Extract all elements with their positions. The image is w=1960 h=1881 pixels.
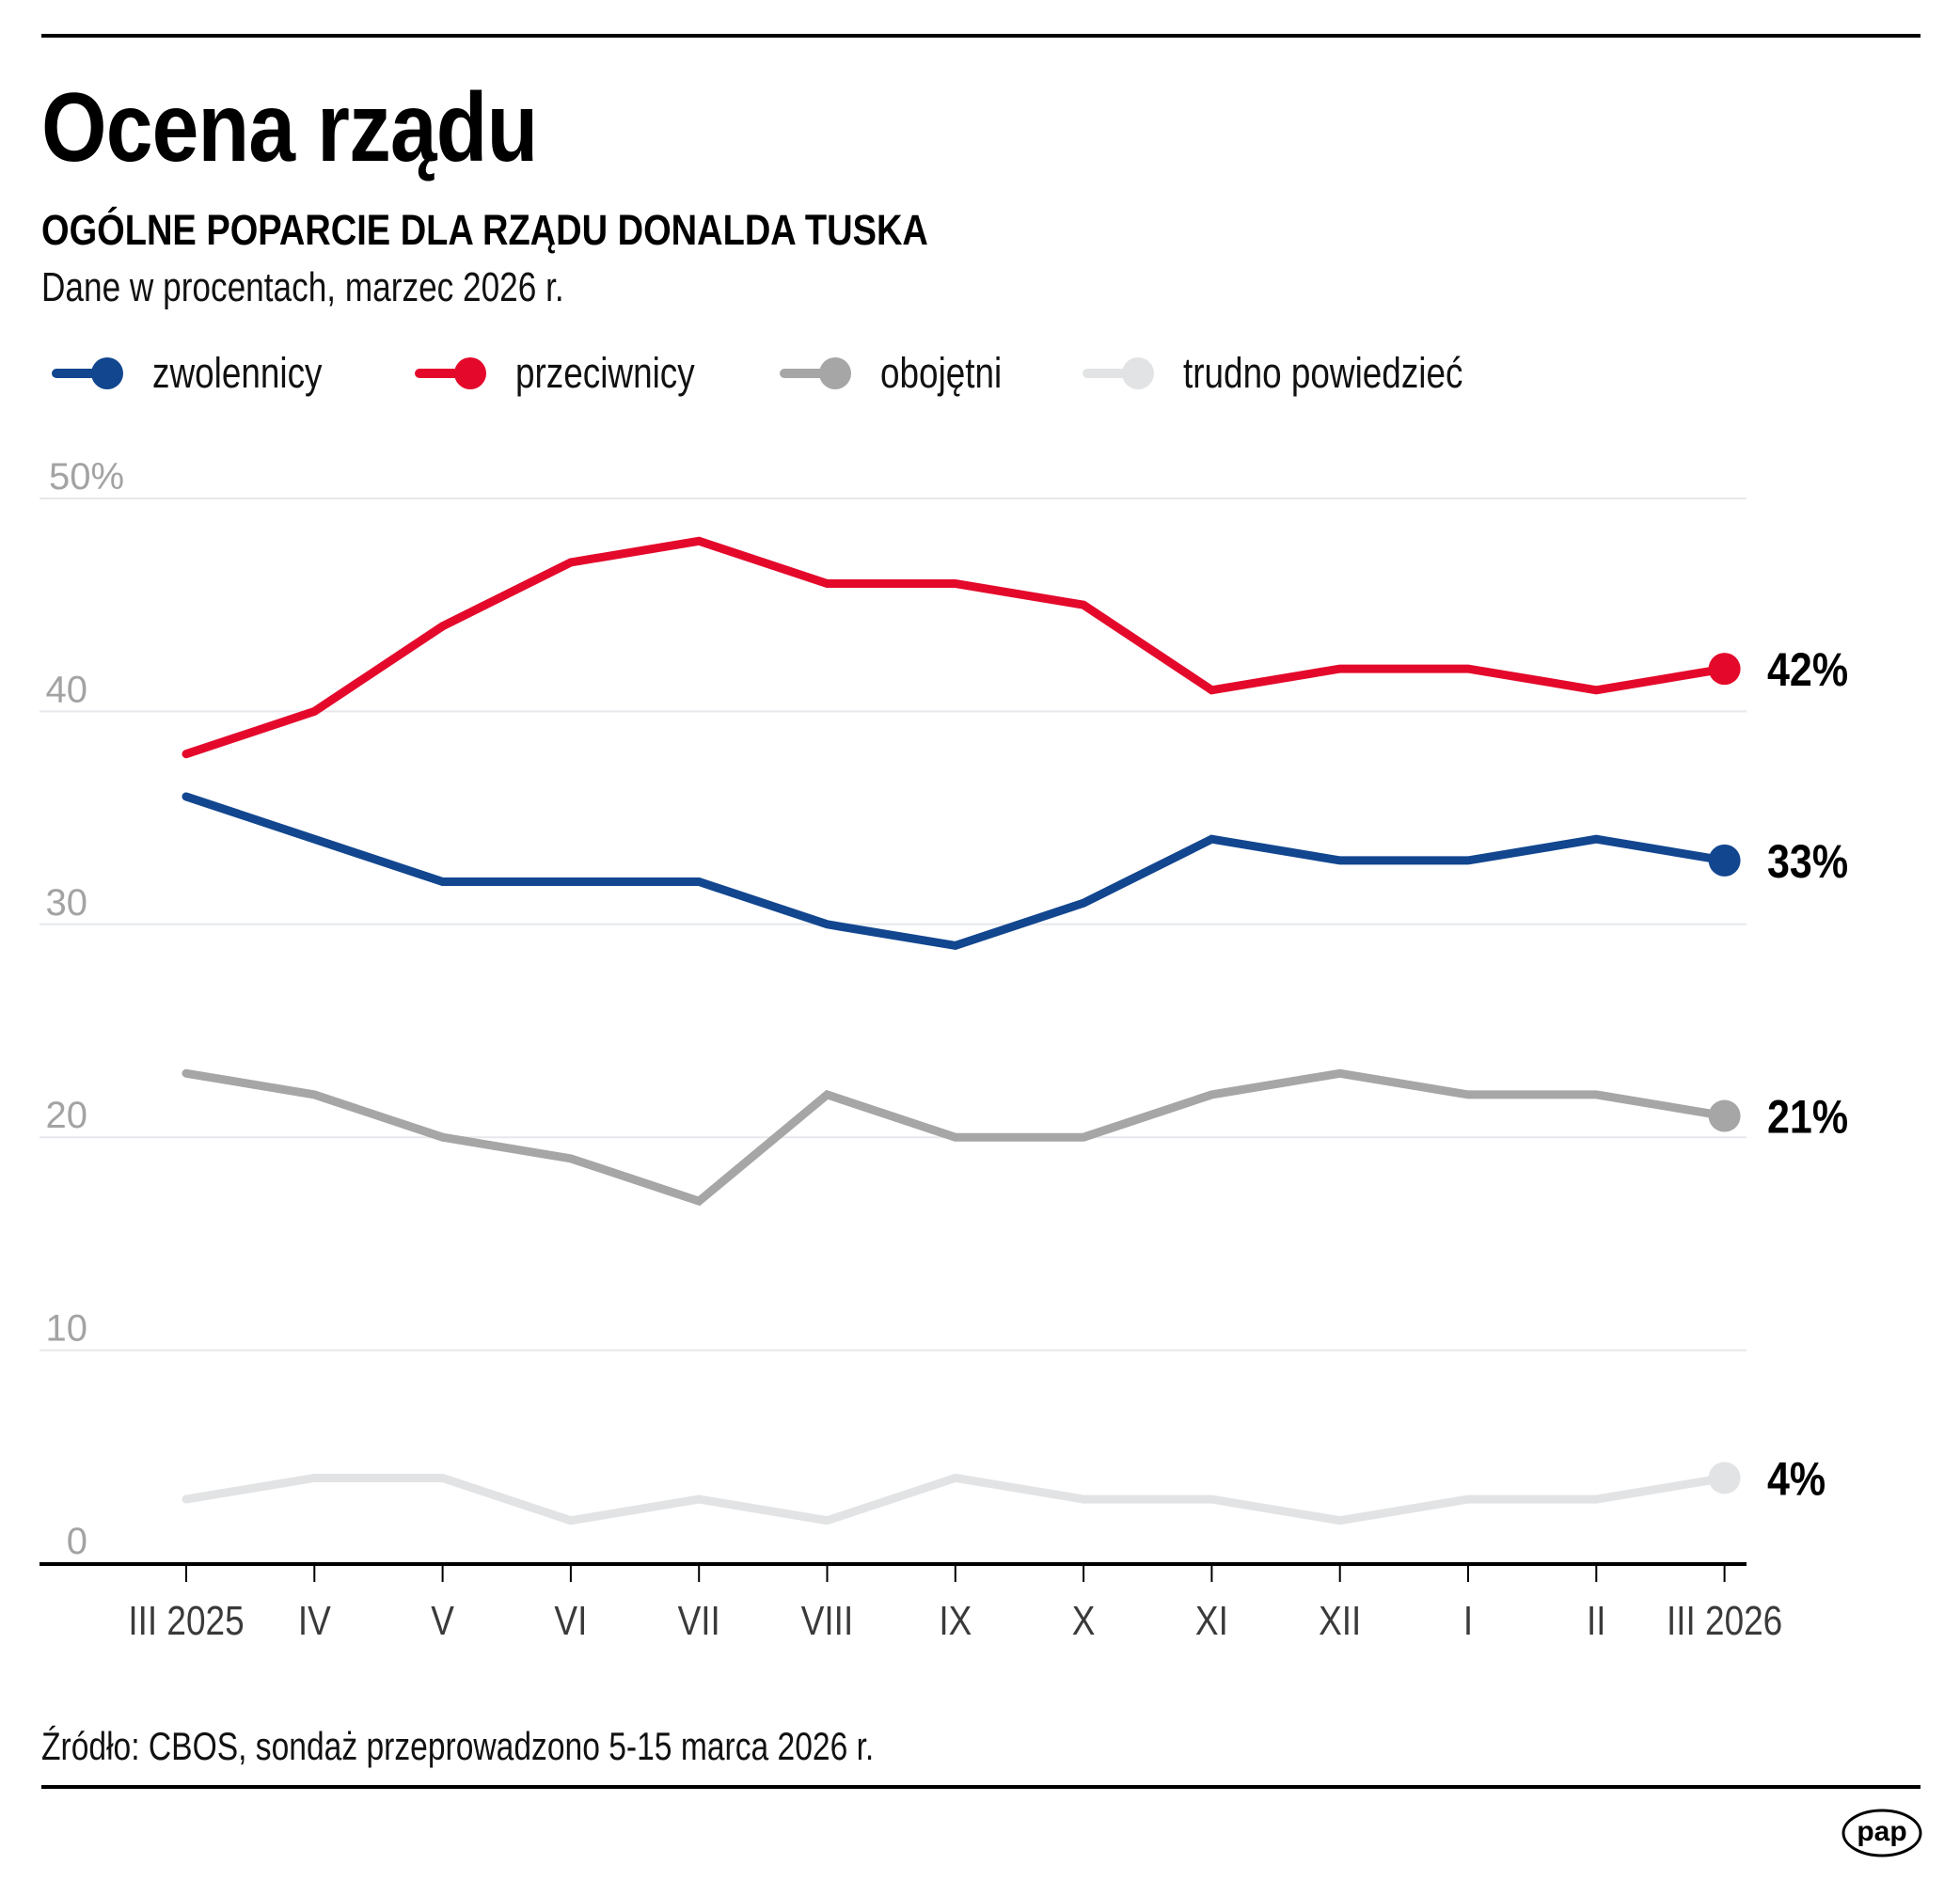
y-tick-label: 0 [67, 1521, 87, 1562]
y-tick-label: 50% [49, 456, 124, 498]
legend-label: trudno powiedzieć [1183, 349, 1463, 397]
x-tick-label: II [1587, 1597, 1606, 1644]
end-marker [1708, 653, 1741, 686]
end-value-labels: 4% 21% 33% 42% [1767, 643, 1848, 1505]
legend-line-dot-icon [780, 357, 851, 389]
bottom-rule [41, 1785, 1920, 1789]
x-tick-label: VII [678, 1597, 720, 1644]
end-marker [1708, 1099, 1741, 1132]
x-tick-label: III 2026 [1667, 1597, 1782, 1644]
legend-label: obojętni [880, 349, 1003, 397]
x-tick-label: IX [939, 1597, 972, 1644]
legend-line-dot-icon [415, 357, 486, 389]
x-tick-label: XI [1195, 1597, 1228, 1644]
x-tick-label: III 2025 [128, 1597, 244, 1644]
end-value-label: 33% [1767, 835, 1848, 888]
end-marker [1708, 1462, 1741, 1494]
x-tick-label: IV [298, 1597, 331, 1644]
x-tick-label: X [1072, 1597, 1096, 1644]
series-line-0 [182, 792, 1730, 951]
chart-subtitle: OGÓLNE POPARCIE DLA RZĄDU DONALDA TUSKA [41, 206, 928, 254]
top-rule [41, 34, 1920, 38]
end-marker [1708, 844, 1741, 877]
series-line-2 [182, 1068, 1730, 1207]
series-lines [182, 536, 1741, 1525]
legend-line-dot-icon [52, 357, 123, 389]
x-tick-label: XII [1319, 1597, 1361, 1644]
page-title: Ocena rządu [41, 73, 538, 182]
source-note: Źródło: CBOS, sondaż przeprowadzono 5-15… [41, 1724, 875, 1768]
y-tick-label: 30 [46, 882, 88, 924]
x-tick-label: V [431, 1597, 454, 1644]
x-tick-label: VIII [801, 1597, 853, 1644]
legend-line-dot-icon [1083, 357, 1154, 389]
y-tick-label: 20 [46, 1095, 88, 1136]
x-tick-label: I [1463, 1597, 1473, 1644]
legend-label: przeciwnicy [515, 349, 695, 397]
x-tick-label: VI [554, 1597, 587, 1644]
end-value-label: 42% [1767, 643, 1848, 696]
y-tick-label: 40 [46, 669, 88, 710]
end-value-label: 21% [1767, 1091, 1848, 1144]
series-line-3 [182, 1473, 1730, 1525]
pap-logo-icon: pap [1841, 1809, 1922, 1857]
legend-label: zwolennicy [152, 349, 323, 397]
end-value-label: 4% [1767, 1452, 1826, 1505]
legend: zwolennicy przeciwnicy obojętni trudno p… [0, 349, 1960, 397]
y-axis-labels: 0 10 20 30 40 50% [46, 456, 125, 1562]
gridlines [40, 498, 1747, 1351]
chart-description: Dane w procentach, marzec 2026 r. [41, 264, 564, 310]
series-line-1 [182, 536, 1730, 759]
logo-text: pap [1857, 1816, 1906, 1847]
y-tick-label: 10 [46, 1308, 88, 1350]
x-axis: III 2025 IV V VI VII VIII IX X XI XII I II III 2026 [40, 1562, 1782, 1644]
